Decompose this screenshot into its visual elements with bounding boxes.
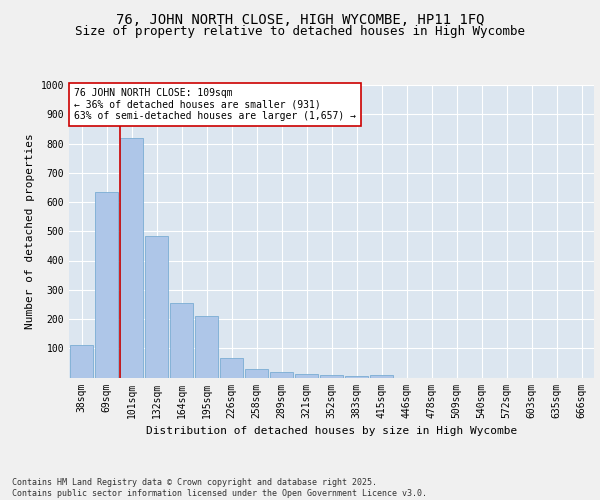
Bar <box>270 372 293 378</box>
Bar <box>345 376 368 378</box>
X-axis label: Distribution of detached houses by size in High Wycombe: Distribution of detached houses by size … <box>146 426 517 436</box>
Text: 76, JOHN NORTH CLOSE, HIGH WYCOMBE, HP11 1FQ: 76, JOHN NORTH CLOSE, HIGH WYCOMBE, HP11… <box>116 12 484 26</box>
Text: Contains HM Land Registry data © Crown copyright and database right 2025.
Contai: Contains HM Land Registry data © Crown c… <box>12 478 427 498</box>
Bar <box>320 374 343 378</box>
Bar <box>220 358 243 378</box>
Text: 76 JOHN NORTH CLOSE: 109sqm
← 36% of detached houses are smaller (931)
63% of se: 76 JOHN NORTH CLOSE: 109sqm ← 36% of det… <box>74 88 356 121</box>
Bar <box>170 303 193 378</box>
Bar <box>245 370 268 378</box>
Bar <box>120 138 143 378</box>
Bar <box>70 346 93 378</box>
Bar <box>195 316 218 378</box>
Bar <box>145 236 168 378</box>
Bar <box>370 375 393 378</box>
Bar <box>95 192 118 378</box>
Text: Size of property relative to detached houses in High Wycombe: Size of property relative to detached ho… <box>75 25 525 38</box>
Y-axis label: Number of detached properties: Number of detached properties <box>25 134 35 329</box>
Bar <box>295 374 318 378</box>
